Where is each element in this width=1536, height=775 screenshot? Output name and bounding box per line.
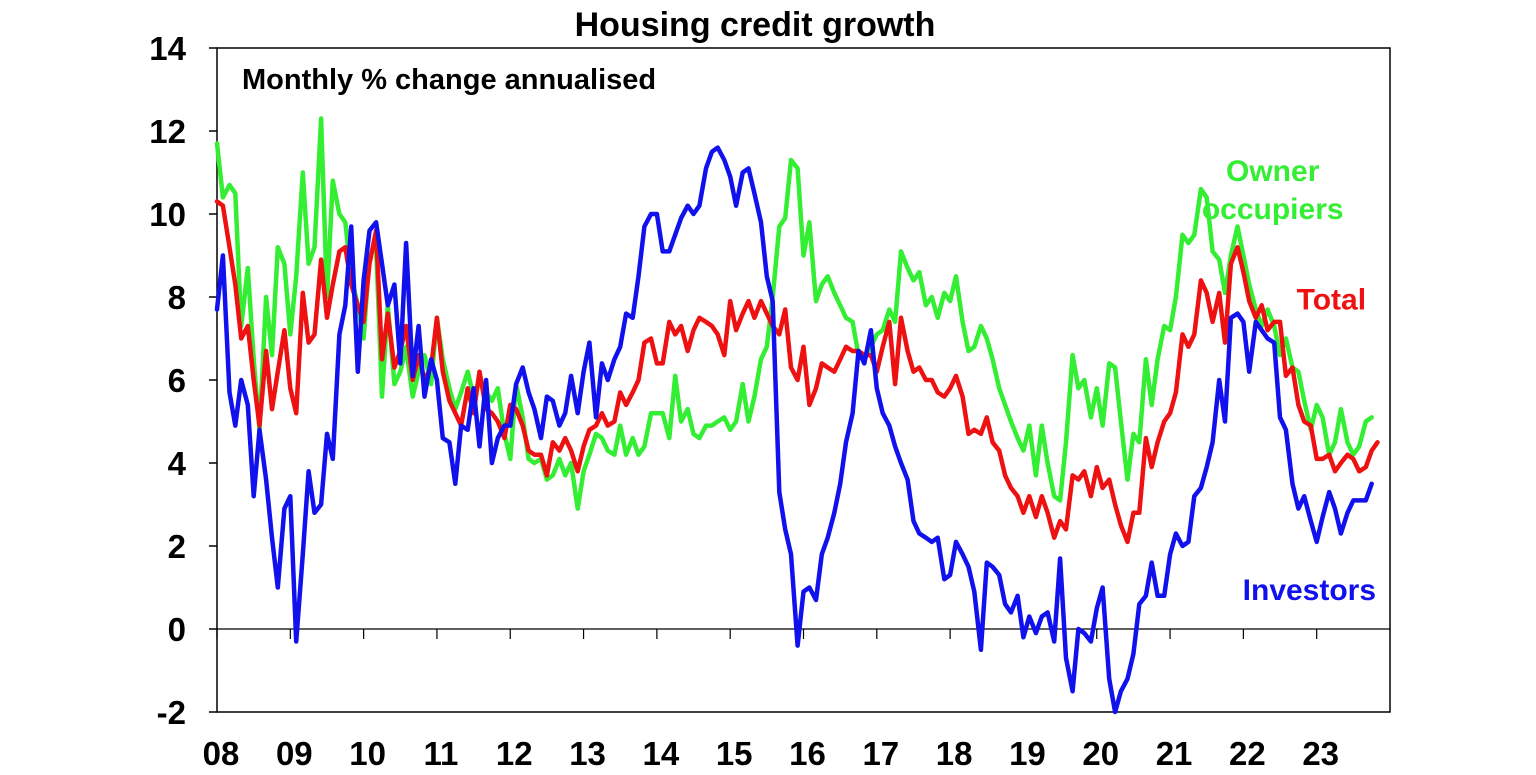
y-tick-label: 14 — [149, 30, 186, 67]
series-label-owner-occupiers: Owner — [1226, 155, 1320, 188]
x-tick-label: 19 — [1009, 735, 1046, 772]
y-tick-label: 10 — [149, 196, 186, 233]
y-tick-label: 2 — [168, 528, 186, 565]
x-axis: 08 09 10 11 12 13 14 15 16 17 18 19 20 21 22 23 — [203, 629, 1339, 772]
x-tick-label: 14 — [643, 735, 680, 772]
y-tick-label: 0 — [168, 611, 186, 648]
x-tick-label: 16 — [789, 735, 826, 772]
y-tick-label: -2 — [157, 694, 186, 731]
x-tick-label: 18 — [936, 735, 973, 772]
x-tick-label: 20 — [1082, 735, 1119, 772]
y-tick-label: 4 — [168, 445, 187, 482]
series-label-owner-occupiers: occupiers — [1202, 193, 1344, 226]
x-tick-label: 13 — [569, 735, 606, 772]
x-tick-label: 15 — [716, 735, 753, 772]
x-tick-label: 22 — [1229, 735, 1266, 772]
series-line-investors — [214, 145, 1374, 715]
series-layer — [214, 116, 1380, 715]
x-tick-label: 12 — [496, 735, 533, 772]
x-tick-label: 17 — [862, 735, 899, 772]
y-tick-label: 12 — [149, 113, 186, 150]
x-tick-label: 21 — [1156, 735, 1193, 772]
series-line-owner-occupiers — [214, 116, 1374, 511]
x-tick-label: 11 — [423, 735, 458, 772]
chart-title: Housing credit growth — [575, 6, 936, 44]
y-tick-label: 6 — [168, 362, 186, 399]
series-label-investors: Investors — [1243, 574, 1376, 607]
x-tick-label: 08 — [203, 735, 240, 772]
x-tick-label: 10 — [349, 735, 386, 772]
x-tick-label: 09 — [276, 735, 313, 772]
series-label-layer: Owner occupiers Total Investors — [1202, 155, 1376, 607]
y-tick-label: 8 — [168, 279, 186, 316]
x-tick-label: 23 — [1302, 735, 1339, 772]
y-axis: -2 0 2 4 6 8 10 12 14 — [149, 30, 217, 731]
chart-subtitle: Monthly % change annualised — [242, 64, 656, 96]
series-label-total: Total — [1297, 283, 1366, 316]
